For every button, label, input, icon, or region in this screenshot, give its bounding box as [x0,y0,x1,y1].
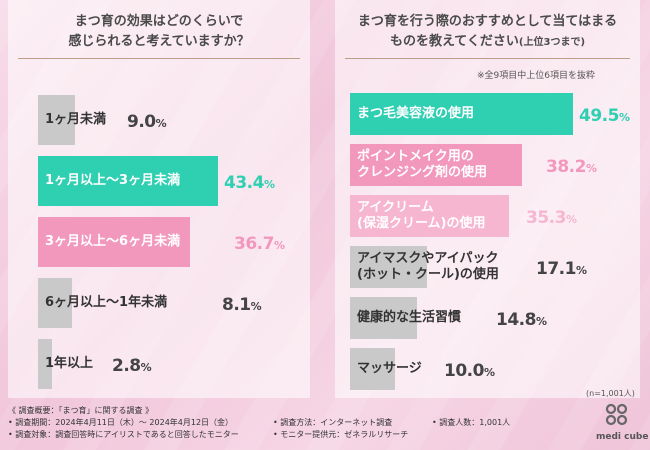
value-number: 14.8 [496,310,536,330]
right-chart-note: ※全9項目中上位6項目を抜粋 [477,71,595,81]
bar-label-line: 1ヶ月以上〜3ヶ月未満 [45,173,181,188]
bar-label: 健康的な生活習慣 [357,310,461,326]
right-chart-title: まつ育を行う際のおすすめとして当てはまる ものを教えてください(上位3つまで) [335,12,640,53]
sample-size-label: (n=1,001人) [586,389,635,398]
footer-heading: 《 調査概要：「まつ育」に関する調査 》 [8,406,154,415]
bar-label-line: ポイントメイク用の [357,149,474,164]
bar [38,95,75,145]
footer-method: • 調査方法：インターネット調査 [273,418,393,427]
left-chart-title: まつ育の効果はどのくらいで 感じられると考えていますか？ [8,12,310,52]
value-label: 36.7% [234,234,285,256]
value-number: 9.0 [127,112,156,132]
right-chart-title-line1: まつ育を行う際のおすすめとして当てはまる [357,14,618,29]
footer-provider: • モニター提供元：ゼネラルリサーチ [273,430,409,439]
right-title-divider [345,58,630,59]
value-label: 14.8% [496,310,547,332]
value-percent-sign: % [140,361,152,374]
bar-label-line: (ホット・クール)の使用 [357,267,499,282]
value-label: 10.0% [444,361,495,383]
bar-label-line: 健康的な生活習慣 [357,310,462,325]
value-number: 43.4 [224,173,264,193]
value-label: 35.3% [526,208,577,230]
bar-label: まつ毛美容液の使用 [357,106,474,122]
logo-text: medi cube [596,432,649,442]
value-percent-sign: % [155,117,167,130]
value-number: 2.8 [112,356,141,376]
right-chart-title-suffix: (上位3つまで) [518,37,586,48]
bar-label-line: 3ヶ月以上〜6ヶ月未満 [45,234,181,249]
value-number: 10.0 [444,361,484,381]
bar-label: 3ヶ月以上〜6ヶ月未満 [45,234,180,250]
value-percent-sign: % [618,111,630,124]
bar [350,195,509,237]
right-chart-title-line2: ものを教えてください [389,34,519,49]
bar [38,156,218,206]
bar-label-line: まつ毛美容液の使用 [357,106,475,121]
bar-label-line: 1ヶ月未満 [45,112,107,127]
value-label: 8.1% [222,295,262,317]
footer-count: • 調査人数：1,001人 [432,418,511,427]
bar-label: ポイントメイク用の クレンジング剤の使用 [357,149,487,181]
bar-label-line: アイマスクやアイパック [357,251,499,266]
footer-target: • 調査対象：調査回答時にアイリストであると回答したモニター [8,430,239,439]
left-title-divider [18,58,300,59]
bar-label: 1年以上 [45,356,93,372]
bar-label: 1ヶ月未満 [45,112,106,128]
bar [350,93,573,135]
bar-label: アイクリーム (保湿クリーム)の使用 [357,200,486,232]
bar-label-line: 6ヶ月以上〜1年未満 [45,295,168,310]
value-percent-sign: % [483,366,495,379]
bar-label-line: アイクリーム [357,200,434,215]
bar-label: 6ヶ月以上〜1年未満 [45,295,167,311]
value-percent-sign: % [585,162,597,175]
value-percent-sign: % [273,239,285,252]
bar [38,278,72,328]
value-percent-sign: % [263,178,275,191]
value-number: 38.2 [546,157,586,177]
value-label: 9.0% [127,112,167,134]
value-percent-sign: % [250,300,262,313]
value-number: 49.5 [579,106,619,126]
bar [350,144,522,186]
value-label: 38.2% [546,157,597,179]
bar-label-line: (保湿クリーム)の使用 [357,216,486,231]
value-number: 8.1 [222,295,251,315]
bar [38,217,190,267]
left-chart-title-line2: 感じられると考えていますか？ [68,34,250,49]
bar-label-line: 1年以上 [45,356,94,371]
value-label: 17.1% [536,259,587,281]
bar [38,339,52,389]
bar-label-line: クレンジング剤の使用 [357,165,488,180]
footer-period: • 調査期間：2024年4月11日（木）〜 2024年4月12日（金） [8,418,234,427]
value-label: 2.8% [112,356,152,378]
medicube-logo-icon [605,403,628,426]
left-chart-title-line1: まつ育の効果はどのくらいで [74,14,244,29]
value-percent-sign: % [575,264,587,277]
bar-label: 1ヶ月以上〜3ヶ月未満 [45,173,180,189]
value-label: 43.4% [224,173,275,195]
value-percent-sign: % [535,315,547,328]
bar [350,246,427,288]
bar-label: アイマスクやアイパック (ホット・クール)の使用 [357,251,499,283]
bar [350,348,395,390]
value-number: 17.1 [536,259,576,279]
value-number: 36.7 [234,234,274,254]
bar-label: マッサージ [357,361,422,377]
bar-label-line: マッサージ [357,361,422,376]
value-label: 49.5% [579,106,630,128]
value-percent-sign: % [565,213,577,226]
bar [350,297,417,339]
value-number: 35.3 [526,208,566,228]
